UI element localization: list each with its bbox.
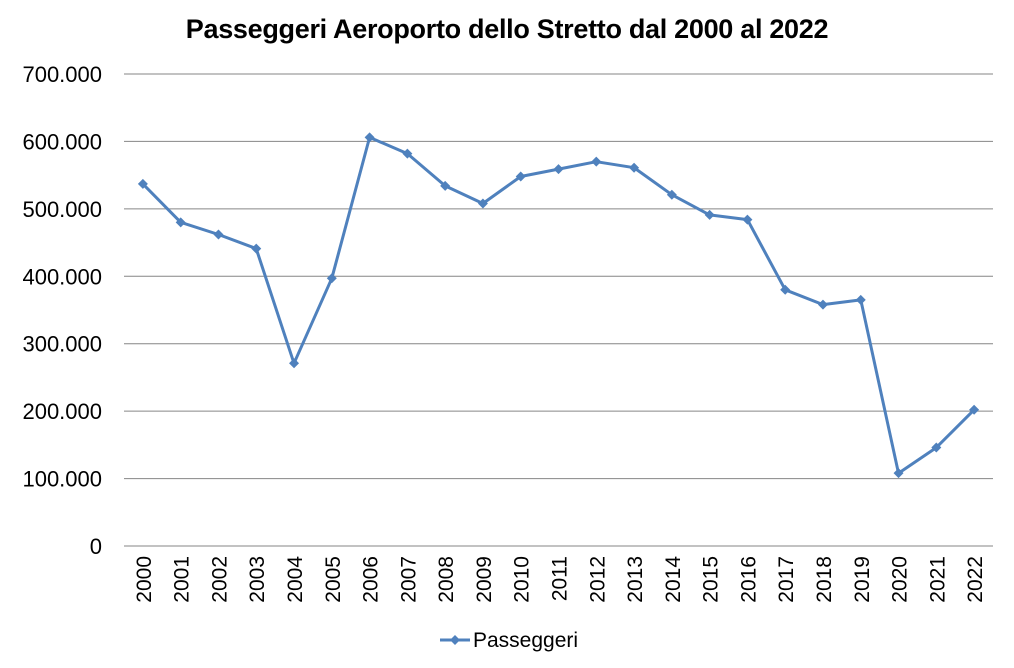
series-passeggeri	[137, 132, 980, 479]
x-tick-label: 2012	[586, 556, 609, 603]
x-tick-label: 2000	[133, 556, 156, 603]
data-point	[666, 189, 677, 200]
data-point	[289, 358, 300, 369]
data-point	[553, 164, 564, 175]
y-tick-label: 0	[90, 534, 102, 559]
x-tick-label: 2003	[246, 556, 269, 603]
x-tick-label: 2018	[813, 556, 836, 603]
series-line	[141, 135, 976, 475]
x-tick-label: 2006	[360, 556, 383, 603]
data-point	[251, 243, 262, 254]
data-point	[780, 284, 791, 295]
x-tick-label: 2008	[435, 556, 458, 603]
gridlines	[124, 73, 993, 547]
data-point	[364, 132, 375, 143]
x-tick-label: 2021	[926, 556, 949, 603]
x-tick-label: 2010	[511, 556, 534, 603]
data-point	[137, 178, 148, 189]
x-tick-label: 2007	[397, 556, 420, 603]
data-point	[591, 156, 602, 167]
y-tick-label: 300.000	[22, 332, 102, 357]
data-point	[629, 162, 640, 173]
data-point	[326, 273, 337, 284]
data-point	[855, 294, 866, 305]
y-tick-label: 600.000	[22, 129, 102, 154]
x-axis-ticks: 2000 2001 2002 2003 2004 2005 2006 2007 2008 2009…	[133, 556, 987, 603]
x-tick-label: 2011	[549, 556, 572, 601]
y-tick-label: 200.000	[22, 399, 102, 424]
data-point	[893, 468, 904, 479]
data-point	[742, 214, 753, 225]
y-tick-label: 700.000	[22, 62, 102, 87]
x-tick-label: 2015	[700, 556, 723, 603]
data-point	[175, 217, 186, 228]
legend: Passeggeri	[440, 629, 578, 652]
y-tick-label: 500.000	[22, 197, 102, 222]
data-point	[704, 209, 715, 220]
data-point	[477, 198, 488, 209]
x-tick-label: 2022	[964, 556, 987, 603]
x-tick-label: 2004	[284, 556, 307, 603]
x-tick-label: 2001	[171, 556, 194, 603]
x-tick-label: 2002	[208, 556, 231, 603]
x-tick-label: 2013	[624, 556, 647, 603]
data-point	[213, 229, 224, 240]
y-tick-label: 100.000	[22, 467, 102, 492]
x-tick-label: 2020	[889, 556, 912, 603]
legend-marker	[450, 635, 460, 645]
legend-label: Passeggeri	[473, 629, 578, 652]
data-point	[402, 148, 413, 159]
x-tick-label: 2019	[851, 556, 874, 603]
data-point	[969, 404, 980, 415]
x-tick-label: 2009	[473, 556, 496, 603]
data-point	[817, 299, 828, 310]
data-point	[515, 171, 526, 182]
x-tick-label: 2016	[737, 556, 760, 603]
y-axis-ticks: 0 100.000 200.000 300.000 400.000 500.000 600.…	[22, 62, 102, 559]
y-tick-label: 400.000	[22, 264, 102, 289]
x-tick-label: 2017	[775, 556, 798, 603]
x-tick-label: 2014	[662, 556, 685, 603]
data-point	[440, 180, 451, 191]
chart-title: Passeggeri Aeroporto dello Stretto dal 2…	[185, 14, 829, 44]
x-tick-label: 2005	[322, 556, 345, 603]
data-point	[931, 442, 942, 453]
